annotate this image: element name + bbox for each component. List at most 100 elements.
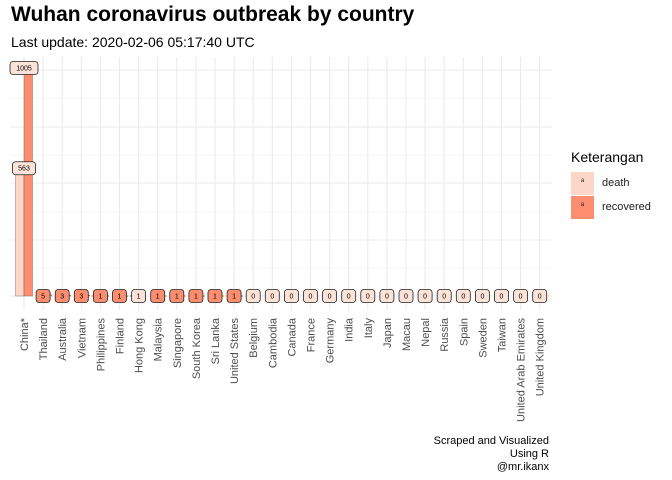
data-label-box bbox=[264, 289, 280, 303]
data-label: 0 bbox=[494, 289, 509, 303]
legend: Keterangan a death a recovered bbox=[571, 149, 651, 219]
data-label: 0 bbox=[436, 289, 452, 303]
data-label-text: 3 bbox=[60, 293, 64, 300]
data-label: 0 bbox=[417, 289, 433, 303]
data-label: 1 bbox=[226, 289, 242, 303]
label-recovered-text: 1005 bbox=[16, 65, 32, 72]
data-label-box bbox=[226, 289, 242, 303]
data-label-text: 0 bbox=[519, 293, 523, 300]
data-label-box bbox=[494, 289, 509, 303]
x-tick-label: Japan bbox=[382, 318, 394, 348]
data-label-text: 1 bbox=[213, 293, 217, 300]
x-tick-label: Cambodia bbox=[267, 317, 279, 368]
label-death: 563 bbox=[12, 161, 36, 176]
data-label-text: 0 bbox=[366, 293, 370, 300]
data-labels: 1005 563 5 3 3 1 1 1 1 1 1 1 1 0 0 0 0 0 0 0 0 0 0 0 0 0 0 0 0 bbox=[9, 61, 548, 303]
legend-label-recovered: recovered bbox=[602, 201, 651, 213]
data-label-text: 0 bbox=[461, 293, 465, 300]
chart-subtitle: Last update: 2020-02-06 05:17:40 UTC bbox=[11, 34, 255, 50]
data-label: 0 bbox=[245, 289, 261, 303]
data-label-text: 0 bbox=[404, 293, 408, 300]
x-tick-label: Spain bbox=[458, 318, 470, 346]
data-label-text: 1 bbox=[232, 293, 236, 300]
data-label: 1 bbox=[207, 289, 223, 303]
data-label-text: 0 bbox=[347, 293, 351, 300]
data-label-box bbox=[112, 289, 127, 303]
data-label: 0 bbox=[398, 289, 414, 303]
data-label: 1 bbox=[93, 289, 108, 303]
data-label-box bbox=[532, 289, 548, 303]
chart-title: Wuhan coronavirus outbreak by country bbox=[11, 3, 415, 26]
x-tick-label: Sri Lanka bbox=[210, 317, 222, 364]
data-label: 1 bbox=[131, 289, 147, 303]
data-label: 0 bbox=[303, 289, 318, 303]
data-label-box bbox=[417, 289, 433, 303]
label-recovered-box bbox=[9, 61, 39, 75]
data-label-text: 5 bbox=[41, 293, 45, 300]
data-label-text: 0 bbox=[385, 293, 389, 300]
data-label-box bbox=[169, 289, 185, 303]
data-label-text: 0 bbox=[423, 293, 427, 300]
label-recovered: 1005 bbox=[9, 61, 39, 75]
data-label-box bbox=[474, 289, 490, 303]
data-label-box bbox=[341, 289, 357, 303]
x-tick-label: Finland bbox=[115, 318, 127, 354]
data-label-box bbox=[322, 289, 338, 303]
x-tick-label: United Kingdom bbox=[535, 318, 547, 396]
data-label-text: 0 bbox=[251, 293, 255, 300]
x-tick-labels: China* Thailand Australia Vietnam Philippine… bbox=[19, 317, 547, 422]
data-label-box bbox=[379, 289, 395, 303]
data-label: 0 bbox=[532, 289, 548, 303]
x-tick-label: Sweden bbox=[477, 318, 489, 358]
data-label-text: 0 bbox=[328, 293, 332, 300]
x-tick-label: Vietnam bbox=[76, 318, 88, 358]
x-tick-label: United States bbox=[229, 318, 241, 385]
data-label-box bbox=[93, 289, 108, 303]
x-tick-label: Belgium bbox=[248, 318, 260, 358]
data-label-box bbox=[303, 289, 318, 303]
x-tick-label: Thailand bbox=[38, 318, 50, 360]
x-tick-label: Italy bbox=[363, 318, 375, 339]
grid-lines bbox=[10, 57, 552, 310]
data-label-text: 1 bbox=[194, 293, 198, 300]
data-label-text: 0 bbox=[538, 293, 542, 300]
data-label: 0 bbox=[360, 289, 376, 303]
data-label-text: 1 bbox=[156, 293, 160, 300]
caption-line-3: @mr.ikanx bbox=[496, 461, 549, 473]
data-label: 0 bbox=[322, 289, 338, 303]
legend-key-death: a bbox=[571, 171, 594, 195]
data-label-box bbox=[54, 289, 70, 303]
data-label: 0 bbox=[264, 289, 280, 303]
x-tick-label: Singapore bbox=[172, 318, 184, 368]
data-label: 0 bbox=[474, 289, 490, 303]
data-label-text: 0 bbox=[270, 293, 274, 300]
label-death-box bbox=[12, 161, 36, 176]
data-label-text: 0 bbox=[309, 293, 313, 300]
data-label: 0 bbox=[283, 289, 299, 303]
x-tick-label: Philippines bbox=[95, 318, 107, 372]
data-label: 1 bbox=[169, 289, 185, 303]
data-label-box bbox=[360, 289, 376, 303]
data-label-box bbox=[131, 289, 147, 303]
caption: Scraped and Visualized Using R @mr.ikanx bbox=[434, 435, 549, 474]
data-label-text: 0 bbox=[442, 293, 446, 300]
data-label: 5 bbox=[35, 289, 51, 303]
data-label: 0 bbox=[455, 289, 471, 303]
x-tick-label: France bbox=[306, 318, 318, 352]
data-label-text: 1 bbox=[175, 293, 179, 300]
x-tick-label: India bbox=[344, 317, 356, 342]
data-label: 1 bbox=[188, 289, 204, 303]
caption-line-2: Using R bbox=[509, 448, 549, 460]
data-label: 0 bbox=[513, 289, 528, 303]
label-death-text: 563 bbox=[18, 166, 30, 173]
data-label-text: 3 bbox=[79, 293, 83, 300]
caption-line-1: Scraped and Visualized bbox=[433, 435, 549, 447]
data-label-box bbox=[283, 289, 299, 303]
x-tick-label: Australia bbox=[57, 317, 69, 361]
data-label: 3 bbox=[54, 289, 70, 303]
data-label-box bbox=[73, 289, 89, 303]
data-label-box bbox=[188, 289, 204, 303]
bar-death bbox=[15, 168, 25, 297]
data-label-text: 1 bbox=[137, 293, 141, 300]
